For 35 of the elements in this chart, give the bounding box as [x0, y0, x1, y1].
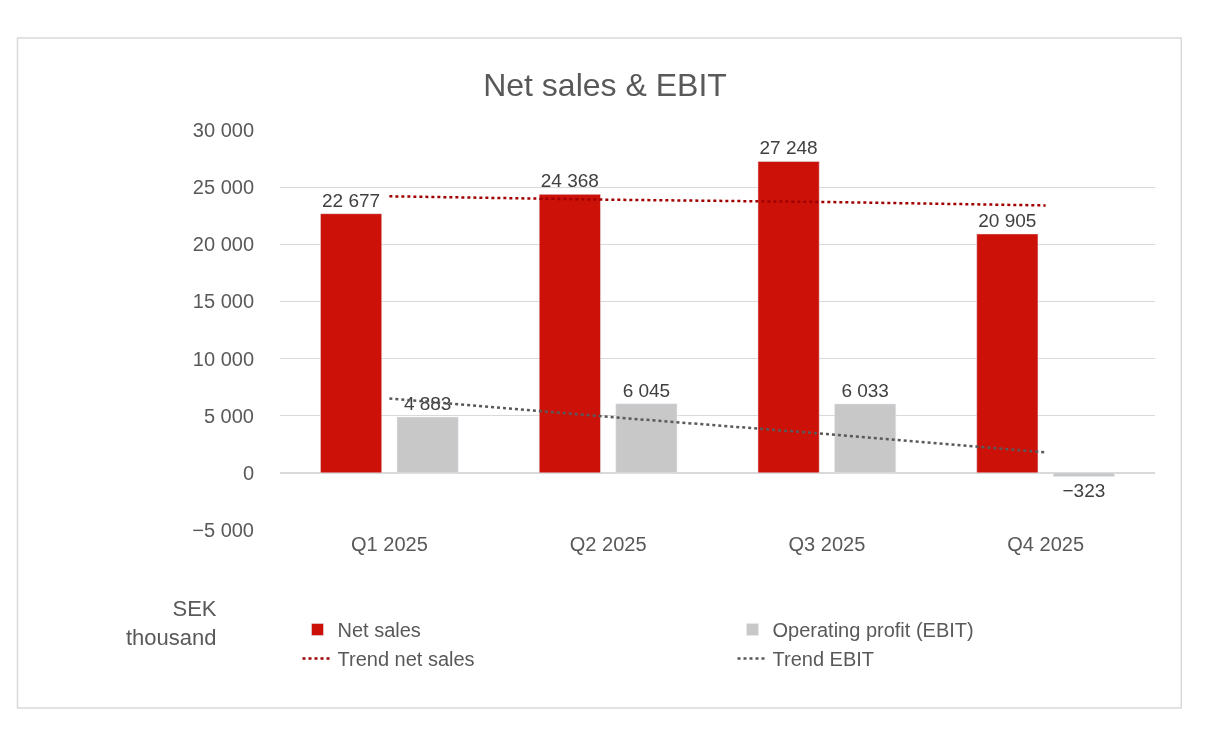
- y-tick-label: 20 000: [192, 233, 254, 256]
- bar: [396, 416, 459, 474]
- x-tick-label: Q4 2025: [1007, 533, 1084, 555]
- legend-label: Net sales: [337, 619, 421, 642]
- x-tick-label: Q1 2025: [351, 533, 428, 555]
- data-label: 27 248: [759, 137, 818, 159]
- bar: [615, 403, 678, 474]
- bar: [834, 403, 897, 474]
- bar: [976, 233, 1039, 474]
- y-axis-title: SEK thousand: [126, 596, 217, 650]
- legend-label: Operating profit (EBIT): [772, 619, 974, 642]
- line-series: [388, 397, 1047, 454]
- line-series: [388, 195, 1047, 207]
- data-label: 20 905: [978, 209, 1037, 231]
- data-label: −323: [1062, 479, 1106, 501]
- x-tick-label: Q2 2025: [569, 533, 647, 555]
- data-label: 22 677: [322, 189, 381, 211]
- y-tick-label: 15 000: [192, 290, 254, 313]
- legend-label: Trend EBIT: [772, 648, 875, 671]
- chart-title: Net sales & EBIT: [483, 67, 727, 104]
- bar: [320, 213, 382, 474]
- data-label: 6 045: [622, 379, 671, 401]
- bar: [538, 194, 601, 474]
- x-tick-label: Q3 2025: [788, 533, 866, 555]
- data-label: 24 368: [540, 170, 599, 192]
- legend-label: Trend net sales: [337, 648, 475, 671]
- y-tick-label: 5 000: [203, 404, 254, 427]
- bar: [757, 161, 820, 474]
- y-tick-label: 25 000: [192, 176, 254, 199]
- y-tick-label: −5 000: [192, 519, 254, 541]
- bar: [1053, 472, 1115, 477]
- y-tick-label: 0: [242, 461, 254, 484]
- y-tick-label: 10 000: [192, 347, 254, 370]
- data-label: 6 033: [841, 379, 889, 401]
- y-tick-label: 30 000: [192, 119, 254, 141]
